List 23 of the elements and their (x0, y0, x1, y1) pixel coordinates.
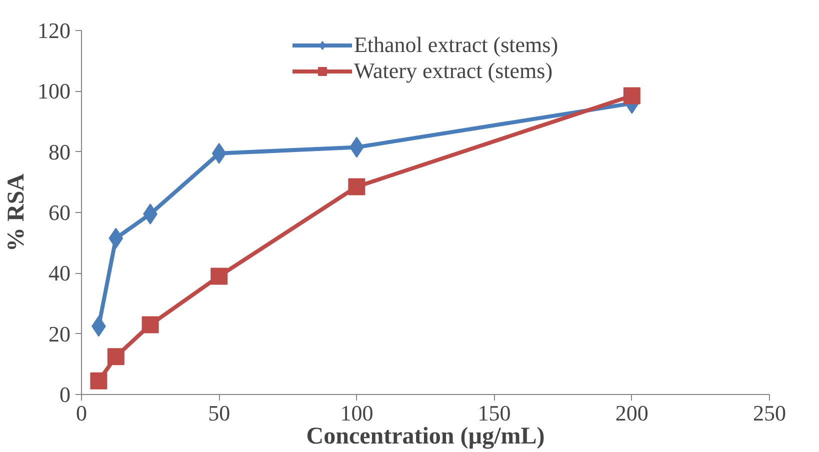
x-tick-label: 0 (76, 400, 87, 426)
point (348, 178, 366, 196)
point (623, 87, 640, 104)
y-axis-title: % RSA (4, 172, 30, 252)
point (210, 268, 228, 285)
x-tick-label: 150 (478, 400, 511, 426)
y-tick-label: 60 (48, 200, 70, 225)
y-tick-label: 80 (48, 139, 70, 164)
x-tick-label: 100 (340, 400, 374, 426)
x-axis-title: Concentration (µg/mL) (306, 424, 545, 450)
point (142, 316, 159, 334)
x-tick-label: 250 (753, 400, 786, 426)
y-tick-label: 0 (60, 382, 70, 407)
x-tick-label: 50 (208, 400, 230, 426)
y-tick-label: 20 (48, 321, 70, 346)
point (90, 372, 108, 390)
legend-label: Watery extract (stems) (354, 58, 553, 84)
y-tick-label: 40 (48, 260, 70, 286)
legend-label: Ethanol extract (stems) (354, 32, 558, 58)
y-tick-label: 100 (38, 78, 70, 104)
y-tick-label: 120 (38, 18, 70, 43)
x-tick-label: 200 (615, 400, 648, 426)
point (107, 348, 124, 366)
